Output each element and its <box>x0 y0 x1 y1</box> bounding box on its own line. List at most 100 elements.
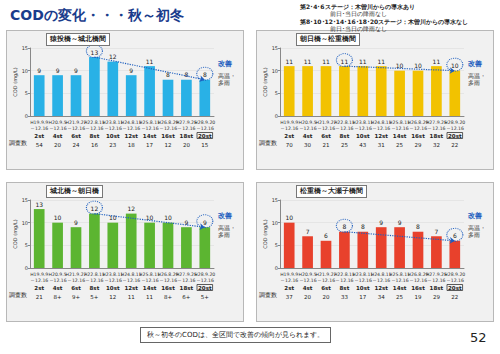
svg-text:22: 22 <box>451 142 458 148</box>
svg-text:～12.16: ～12.16 <box>446 126 464 131</box>
svg-text:多雨: 多雨 <box>468 231 480 238</box>
svg-text:12st: 12st <box>124 285 138 291</box>
svg-text:10: 10 <box>414 62 422 69</box>
svg-text:16st: 16st <box>161 133 175 139</box>
svg-text:25: 25 <box>341 142 348 148</box>
svg-text:～12.16: ～12.16 <box>49 126 67 131</box>
svg-text:H19.9.9: H19.9.9 <box>30 272 48 277</box>
svg-text:～12.16: ～12.16 <box>104 278 122 283</box>
svg-text:11: 11 <box>377 58 385 65</box>
svg-text:0: 0 <box>275 265 278 271</box>
svg-text:H28.9.20: H28.9.20 <box>194 120 215 125</box>
svg-text:～12.16: ～12.16 <box>196 126 214 131</box>
svg-text:～12.16: ～12.16 <box>372 278 390 283</box>
svg-text:～12.16: ～12.16 <box>335 126 353 131</box>
svg-text:5: 5 <box>275 90 278 96</box>
svg-text:～12.16: ～12.16 <box>141 278 159 283</box>
svg-text:～12.16: ～12.16 <box>299 278 317 283</box>
svg-text:6st: 6st <box>71 133 81 139</box>
svg-text:4st: 4st <box>303 285 313 291</box>
svg-text:5: 5 <box>25 90 28 96</box>
svg-text:25: 25 <box>396 294 403 300</box>
svg-text:9: 9 <box>56 67 60 74</box>
svg-text:～12.16: ～12.16 <box>159 278 177 283</box>
svg-text:H19.9.9: H19.9.9 <box>30 120 48 125</box>
svg-text:5: 5 <box>275 242 278 248</box>
svg-text:5+: 5+ <box>201 294 209 300</box>
svg-text:～12.16: ～12.16 <box>391 278 409 283</box>
svg-text:8st: 8st <box>90 133 100 139</box>
svg-text:32: 32 <box>433 142 440 148</box>
svg-text:37: 37 <box>286 294 293 300</box>
svg-text:10: 10 <box>22 220 28 226</box>
svg-text:4st: 4st <box>53 133 63 139</box>
svg-text:～12.16: ～12.16 <box>446 278 464 283</box>
svg-text:12: 12 <box>127 205 135 212</box>
svg-text:8st: 8st <box>340 285 350 291</box>
svg-text:10st: 10st <box>106 133 120 139</box>
svg-text:～12.16: ～12.16 <box>196 278 214 283</box>
svg-text:～12.16: ～12.16 <box>177 126 195 131</box>
svg-text:～12.16: ～12.16 <box>104 126 122 131</box>
svg-text:21: 21 <box>323 142 330 148</box>
svg-text:6: 6 <box>324 232 328 239</box>
svg-text:2st: 2st <box>34 133 44 139</box>
svg-text:2st: 2st <box>284 133 294 139</box>
svg-text:17: 17 <box>146 142 153 148</box>
svg-text:～12.16: ～12.16 <box>67 278 85 283</box>
svg-text:COD (mg/L): COD (mg/L) <box>262 219 269 248</box>
svg-text:31: 31 <box>378 142 385 148</box>
svg-text:43: 43 <box>359 142 366 148</box>
svg-text:54: 54 <box>36 142 43 148</box>
svg-text:0: 0 <box>275 113 278 119</box>
svg-text:9: 9 <box>74 67 78 74</box>
svg-text:12: 12 <box>109 294 116 300</box>
svg-text:9+: 9+ <box>72 294 80 300</box>
svg-text:～12.16: ～12.16 <box>299 126 317 131</box>
svg-text:8st: 8st <box>90 285 100 291</box>
svg-text:10: 10 <box>272 68 278 74</box>
svg-text:15: 15 <box>201 142 208 148</box>
svg-text:14st: 14st <box>393 285 407 291</box>
svg-text:18st: 18st <box>180 133 194 139</box>
svg-text:20st: 20st <box>448 285 462 291</box>
svg-text:調査数: 調査数 <box>9 139 27 146</box>
svg-text:2st: 2st <box>34 285 44 291</box>
svg-text:H28.9.20: H28.9.20 <box>444 272 465 277</box>
svg-text:H19.9.9: H19.9.9 <box>280 120 298 125</box>
svg-text:16st: 16st <box>411 133 425 139</box>
svg-text:14st: 14st <box>143 133 157 139</box>
svg-text:～12.16: ～12.16 <box>67 126 85 131</box>
svg-text:24: 24 <box>73 142 80 148</box>
svg-text:調査数: 調査数 <box>259 139 277 146</box>
svg-text:COD (mg/L): COD (mg/L) <box>12 219 19 248</box>
svg-text:12st: 12st <box>374 285 388 291</box>
svg-text:21: 21 <box>36 294 43 300</box>
svg-text:8: 8 <box>361 223 365 230</box>
svg-text:20st: 20st <box>198 285 212 291</box>
svg-text:～12.16: ～12.16 <box>280 278 298 283</box>
svg-text:～12.16: ～12.16 <box>85 126 103 131</box>
svg-text:～12.16: ～12.16 <box>317 126 335 131</box>
svg-text:～12.16: ～12.16 <box>159 126 177 131</box>
svg-text:11: 11 <box>322 58 330 65</box>
svg-text:～12.16: ～12.16 <box>409 126 427 131</box>
svg-text:10: 10 <box>22 68 28 74</box>
svg-text:19: 19 <box>415 294 422 300</box>
svg-text:～12.16: ～12.16 <box>409 278 427 283</box>
svg-text:高温・: 高温・ <box>468 224 486 231</box>
svg-text:15: 15 <box>272 197 278 203</box>
svg-text:～12.16: ～12.16 <box>141 126 159 131</box>
svg-text:～12.16: ～12.16 <box>317 278 335 283</box>
svg-text:～12.16: ～12.16 <box>354 278 372 283</box>
svg-text:H20.9.5: H20.9.5 <box>49 120 67 125</box>
svg-text:～12.16: ～12.16 <box>372 126 390 131</box>
svg-text:16: 16 <box>91 142 98 148</box>
svg-text:33: 33 <box>341 294 348 300</box>
svg-text:11: 11 <box>304 58 312 65</box>
svg-text:9: 9 <box>379 219 383 226</box>
svg-text:10: 10 <box>54 214 62 221</box>
svg-text:～12.16: ～12.16 <box>427 278 445 283</box>
svg-text:8st: 8st <box>340 133 350 139</box>
svg-text:17: 17 <box>359 294 366 300</box>
